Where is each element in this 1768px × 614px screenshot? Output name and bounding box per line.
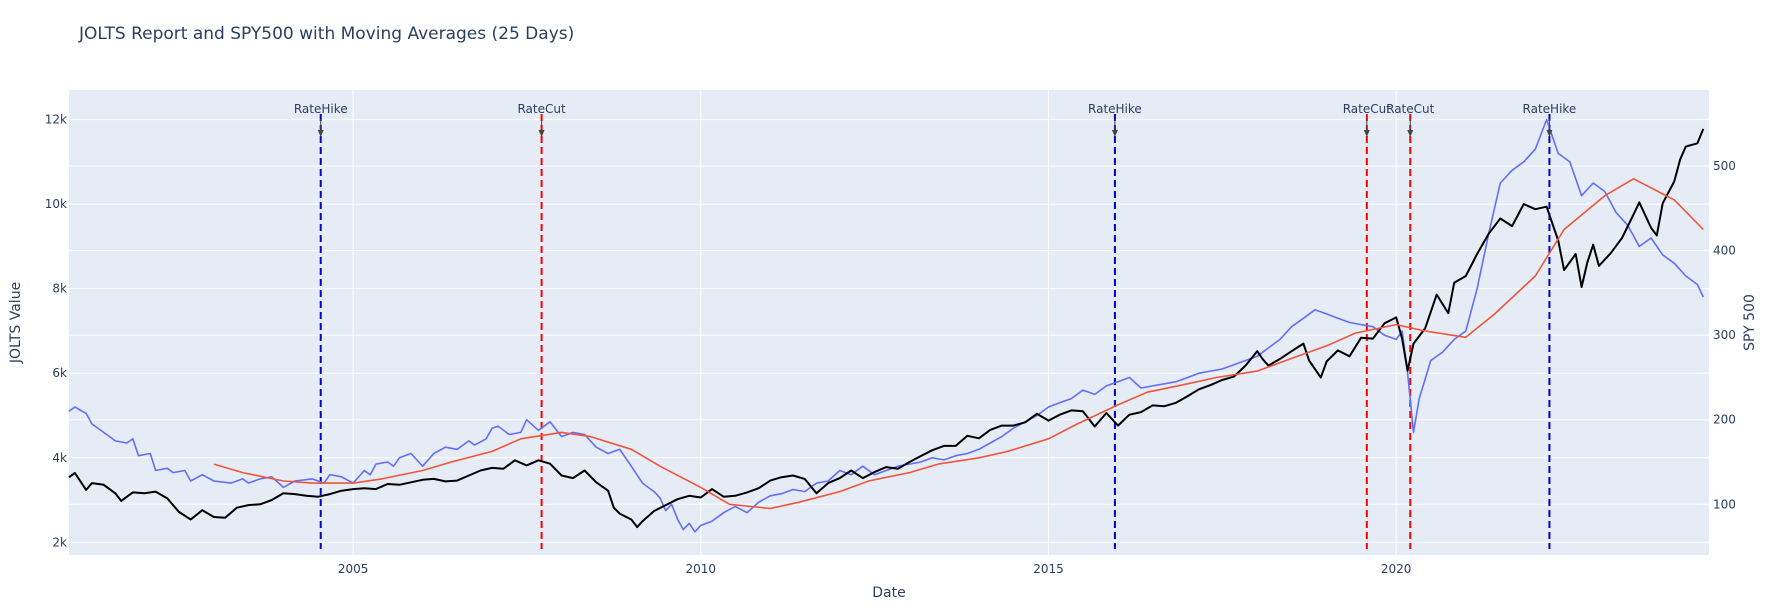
rate-event-lines [319, 114, 1551, 549]
y-right-tick-label: 300 [1713, 328, 1736, 342]
plot-area [69, 90, 1709, 555]
rate-event-label: RateCut [1343, 102, 1392, 116]
y-right-tick-label: 100 [1713, 497, 1736, 511]
rate-event-label: RateCut [1386, 102, 1435, 116]
rate-event-label: RateCut [517, 102, 566, 116]
moving_average-line [213, 178, 1704, 510]
x-axis-title: Date [872, 585, 905, 601]
gridlines [69, 90, 1709, 555]
annotation-arrow-head [317, 130, 324, 137]
rate-event-label: RateHike [1088, 102, 1142, 116]
axes: 2005 2010 2015 2020 2k 4k 6k 8k 10k 12k 100 200 300 4… [8, 113, 1758, 601]
rate-event-label: RateHike [1523, 102, 1577, 116]
x-tick-label: 2005 [338, 562, 369, 576]
annotation-arrow-head [1111, 130, 1118, 137]
rate-event-label: RateHike [294, 102, 348, 116]
y-right-tick-label: 200 [1713, 413, 1736, 427]
annotation-arrow-head [1363, 130, 1370, 137]
plot-background [69, 90, 1709, 555]
y-left-tick-label: 4k [52, 451, 67, 465]
jolts-line [68, 118, 1705, 533]
y-left-axis-title: JOLTS Value [8, 282, 24, 364]
spy-line [68, 128, 1705, 529]
chart-title: JOLTS Report and SPY500 with Moving Aver… [79, 24, 575, 44]
series-layer [68, 118, 1705, 533]
x-tick-label: 2010 [686, 562, 717, 576]
annotation-arrow-head [1407, 130, 1414, 137]
y-left-tick-label: 2k [52, 535, 67, 549]
y-left-tick-label: 6k [52, 366, 67, 380]
x-tick-label: 2020 [1381, 562, 1412, 576]
y-left-tick-label: 8k [52, 282, 67, 296]
annotation-arrow-head [538, 130, 545, 137]
y-right-tick-label: 500 [1713, 159, 1736, 173]
y-right-axis-title: SPY 500 [1742, 294, 1758, 351]
y-left-tick-label: 10k [45, 197, 67, 211]
y-right-tick-label: 400 [1713, 244, 1736, 258]
annotation-arrow-head [1546, 130, 1553, 137]
y-left-tick-label: 12k [45, 113, 67, 127]
x-tick-label: 2015 [1033, 562, 1064, 576]
